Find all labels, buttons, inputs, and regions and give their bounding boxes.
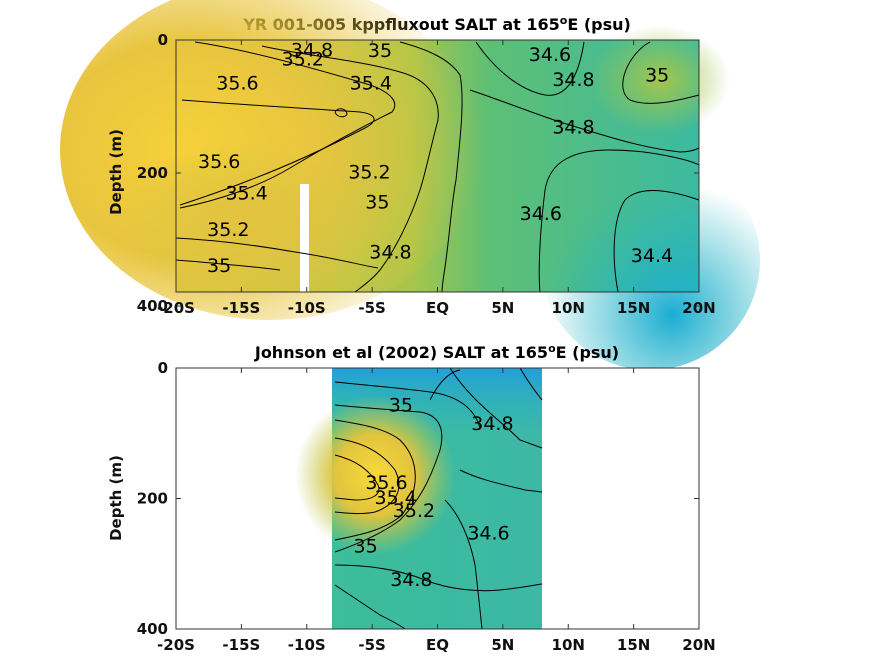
bottom-contour-line: [429, 369, 461, 401]
top-y-ticks: 0 200 400: [137, 31, 699, 315]
y-tick-label: 200: [137, 490, 168, 508]
contour-label: 34.8: [291, 39, 333, 61]
x-tick-label: EQ: [426, 636, 449, 654]
contour-label: 35: [365, 192, 389, 214]
bottom-y-ticks: 0 200 400: [137, 359, 699, 638]
contour-label: 35.2: [207, 219, 249, 241]
top-contour-line: [469, 89, 700, 153]
contour-label: 35.6: [198, 151, 240, 173]
contour-label: 35.2: [348, 162, 390, 184]
y-tick-label: 400: [137, 297, 168, 315]
x-tick-label: 20N: [682, 299, 715, 317]
x-tick-label: 15N: [617, 636, 650, 654]
x-tick-label: -15S: [222, 299, 260, 317]
x-tick-label: -10S: [288, 299, 326, 317]
x-tick-label: -5S: [358, 299, 385, 317]
x-tick-label: 5N: [491, 636, 514, 654]
bottom-x-ticks: -20S -15S -10S -5S EQ 5N 10N 15N 20N: [157, 368, 716, 654]
top-contour-line: [261, 45, 439, 293]
bottom-panel-title: Johnson et al (2002) SALT at 165oE (psu): [254, 342, 619, 362]
contour-label: 35.2: [282, 49, 324, 71]
contour-label: 35: [207, 255, 231, 277]
x-tick-label: 5N: [491, 299, 514, 317]
bottom-contour-line: [334, 454, 380, 501]
contour-label: 35.4: [375, 487, 417, 509]
bottom-contour-line: [334, 584, 406, 630]
top-contour-line: [179, 99, 375, 206]
top-y-axis-label: Depth (m): [107, 129, 125, 215]
top-plot-area: 34.8 35 35.2 35.6 35.4 34.6 34.8 35 34.8 35.6 35.2…: [60, 0, 760, 370]
x-tick-label: -20S: [157, 636, 195, 654]
top-contour-line: [613, 190, 700, 293]
contour-label: 34.6: [520, 203, 562, 225]
y-tick-label: 200: [137, 164, 168, 182]
x-tick-label: 10N: [552, 636, 585, 654]
x-tick-label: EQ: [426, 299, 449, 317]
contour-label: 35: [645, 65, 669, 87]
contour-label: 35: [353, 535, 377, 557]
bottom-y-axis-label: Depth (m): [107, 455, 125, 541]
contour-label: 35.4: [350, 73, 392, 95]
contour-label: 34.8: [369, 241, 411, 263]
top-contour-line: [622, 41, 700, 104]
bottom-contour-line: [334, 437, 400, 515]
x-tick-label: -15S: [222, 636, 260, 654]
x-tick-label: 15N: [617, 299, 650, 317]
top-nan-bar: [300, 184, 309, 292]
top-contour-line: [179, 41, 396, 209]
bottom-contour-line: [334, 419, 416, 541]
contour-label: 34.6: [467, 522, 509, 544]
contour-label: 35.6: [365, 472, 407, 494]
bottom-contour-line: [449, 367, 543, 449]
bottom-contour-line: [334, 404, 443, 553]
top-contour-line: [175, 259, 281, 271]
bottom-panel: Johnson et al (2002) SALT at 165oE (psu): [107, 342, 716, 654]
bottom-contour-line: [519, 367, 543, 401]
x-tick-label: -20S: [157, 299, 195, 317]
top-contour-line: [399, 41, 463, 293]
top-field-north-blue: [540, 150, 760, 370]
bottom-contour-line: [444, 499, 483, 630]
top-contour-line: [475, 41, 585, 96]
bottom-contour-line: [459, 469, 543, 493]
bottom-contour-lines: [334, 367, 543, 630]
top-x-ticks: -20S -15S -10S -5S EQ 5N 10N 15N 20N: [157, 40, 716, 317]
y-tick-label: 0: [158, 31, 168, 49]
contour-label: 34.6: [529, 44, 571, 66]
x-tick-label: 10N: [552, 299, 585, 317]
top-panel: YR 001-005 kppfluxout SALT at 165oE (psu…: [60, 0, 760, 370]
contour-label: 35: [368, 40, 392, 62]
bottom-contour-labels: 35 34.8 35.635.435.2 34.6 35 34.8: [353, 395, 513, 591]
y-tick-label: 0: [158, 359, 168, 377]
contour-label: 35.4: [225, 182, 267, 204]
contour-label: 35: [389, 395, 413, 417]
x-tick-label: -5S: [358, 636, 385, 654]
bottom-contour-line: [334, 381, 481, 429]
contour-label: 34.8: [390, 569, 432, 591]
bottom-plot-area: 35 34.8 35.635.435.2 34.6 35 34.8: [175, 367, 700, 630]
contour-label: 34.8: [471, 413, 513, 435]
top-contour-line: [334, 108, 348, 118]
bottom-contour-line: [334, 564, 543, 592]
contour-label: 34.8: [552, 69, 594, 91]
bottom-field-warm: [295, 395, 455, 555]
x-tick-label: -10S: [288, 636, 326, 654]
contour-label: 34.4: [631, 245, 673, 267]
top-contour-labels: 34.8 35 35.2 35.6 35.4 34.6 34.8 35 34.8 35.6 35.2…: [198, 39, 673, 276]
y-tick-label: 400: [137, 620, 168, 638]
x-tick-label: 20N: [682, 636, 715, 654]
contour-label: 34.8: [552, 116, 594, 138]
top-field-north-yellow: [590, 25, 730, 135]
top-contour-lines: [175, 41, 700, 293]
contour-label: 35.2: [393, 500, 435, 522]
top-contour-line: [538, 149, 700, 293]
top-contour-line: [175, 237, 379, 269]
contour-label: 35.6: [216, 73, 258, 95]
